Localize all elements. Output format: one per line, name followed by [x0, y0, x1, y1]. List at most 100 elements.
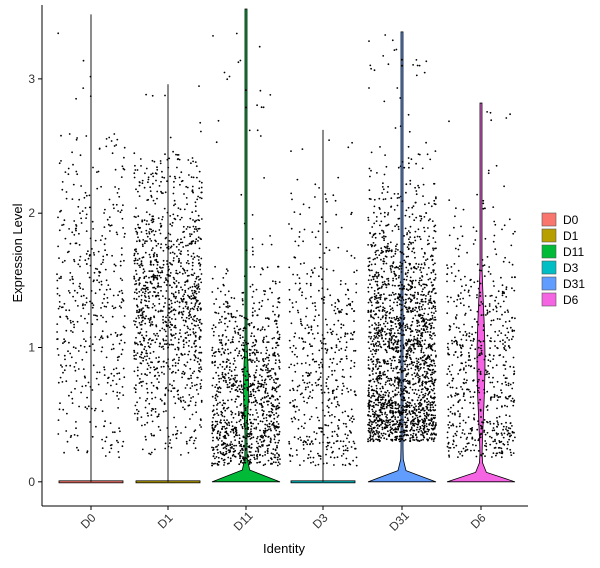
- cell-point: [410, 362, 413, 365]
- cell-point: [393, 293, 395, 296]
- cell-point: [261, 379, 264, 382]
- cell-point: [182, 406, 184, 409]
- cell-point: [260, 352, 262, 354]
- cell-point: [430, 420, 433, 422]
- cell-point: [270, 402, 273, 405]
- cell-point: [266, 266, 269, 269]
- cell-point: [298, 231, 301, 233]
- cell-point: [214, 326, 217, 329]
- cell-point: [423, 396, 425, 398]
- cell-point: [331, 390, 334, 393]
- cell-point: [426, 319, 429, 321]
- cell-point: [144, 345, 146, 348]
- cell-point: [340, 226, 343, 229]
- cell-point: [311, 353, 314, 355]
- cell-point: [175, 240, 178, 242]
- cell-point: [255, 428, 257, 430]
- cell-point: [134, 257, 137, 260]
- cell-point: [133, 387, 136, 389]
- cell-point: [136, 304, 138, 307]
- cell-point: [398, 275, 400, 277]
- cell-point: [179, 241, 182, 244]
- cell-point: [144, 423, 146, 426]
- cell-point: [399, 165, 402, 168]
- cell-point: [277, 398, 279, 401]
- cell-point: [378, 335, 381, 337]
- cell-point: [239, 334, 242, 337]
- cell-point: [166, 427, 169, 429]
- cell-point: [385, 224, 387, 227]
- cell-point: [141, 314, 144, 316]
- cell-point: [173, 358, 176, 361]
- cell-point: [197, 214, 200, 217]
- cell-point: [156, 274, 159, 277]
- cell-point: [241, 392, 244, 394]
- cell-point: [192, 294, 195, 297]
- cell-point: [163, 343, 166, 345]
- cell-point: [163, 373, 166, 375]
- cell-point: [372, 389, 375, 392]
- cell-point: [353, 330, 356, 333]
- cell-point: [108, 216, 111, 219]
- cell-point: [160, 310, 162, 313]
- cell-point: [400, 384, 402, 387]
- cell-point: [314, 382, 317, 384]
- cell-point: [434, 150, 437, 153]
- cell-point: [73, 234, 76, 236]
- cell-point: [184, 401, 187, 403]
- cell-point: [391, 424, 394, 427]
- cell-point: [243, 425, 246, 428]
- cell-point: [422, 283, 425, 286]
- cell-point: [147, 342, 150, 344]
- cell-point: [321, 366, 324, 369]
- cell-point: [265, 369, 267, 371]
- cell-point: [217, 350, 220, 353]
- cell-point: [85, 230, 88, 233]
- cell-point: [341, 463, 344, 466]
- cell-point: [177, 289, 180, 292]
- cell-point: [227, 421, 230, 424]
- cell-point: [403, 399, 405, 402]
- cell-point: [388, 423, 391, 426]
- cell-point: [422, 183, 425, 186]
- cell-point: [381, 421, 384, 423]
- cell-point: [252, 290, 255, 293]
- cell-point: [139, 158, 142, 160]
- cell-point: [227, 312, 230, 315]
- cell-point: [191, 289, 193, 292]
- cell-point: [236, 374, 238, 377]
- cell-point: [84, 191, 87, 194]
- cell-point: [346, 387, 348, 390]
- cell-point: [420, 433, 422, 436]
- cell-point: [151, 397, 154, 400]
- cell-point: [367, 356, 370, 359]
- cell-point: [373, 432, 376, 435]
- cell-point: [165, 243, 167, 246]
- cell-point: [268, 414, 270, 417]
- cell-point: [180, 216, 183, 219]
- cell-point: [148, 338, 150, 341]
- cell-point: [152, 350, 155, 353]
- cell-point: [434, 370, 437, 373]
- cell-point: [431, 397, 434, 399]
- cell-point: [247, 455, 250, 458]
- cell-point: [288, 223, 290, 225]
- cell-point: [186, 442, 188, 445]
- cell-point: [145, 275, 148, 278]
- cell-point: [186, 331, 189, 334]
- cell-point: [293, 416, 296, 419]
- cell-point: [368, 257, 371, 259]
- cell-point: [420, 357, 422, 360]
- cell-point: [169, 175, 172, 178]
- cell-point: [219, 434, 221, 437]
- cell-point: [136, 292, 138, 295]
- cell-point: [111, 254, 113, 257]
- cell-point: [145, 93, 148, 96]
- cell-point: [415, 428, 418, 431]
- cell-point: [197, 275, 200, 278]
- cell-point: [430, 376, 433, 379]
- cell-point: [379, 318, 382, 321]
- cell-point: [232, 385, 235, 388]
- cell-point: [320, 216, 323, 219]
- cell-point: [200, 186, 203, 189]
